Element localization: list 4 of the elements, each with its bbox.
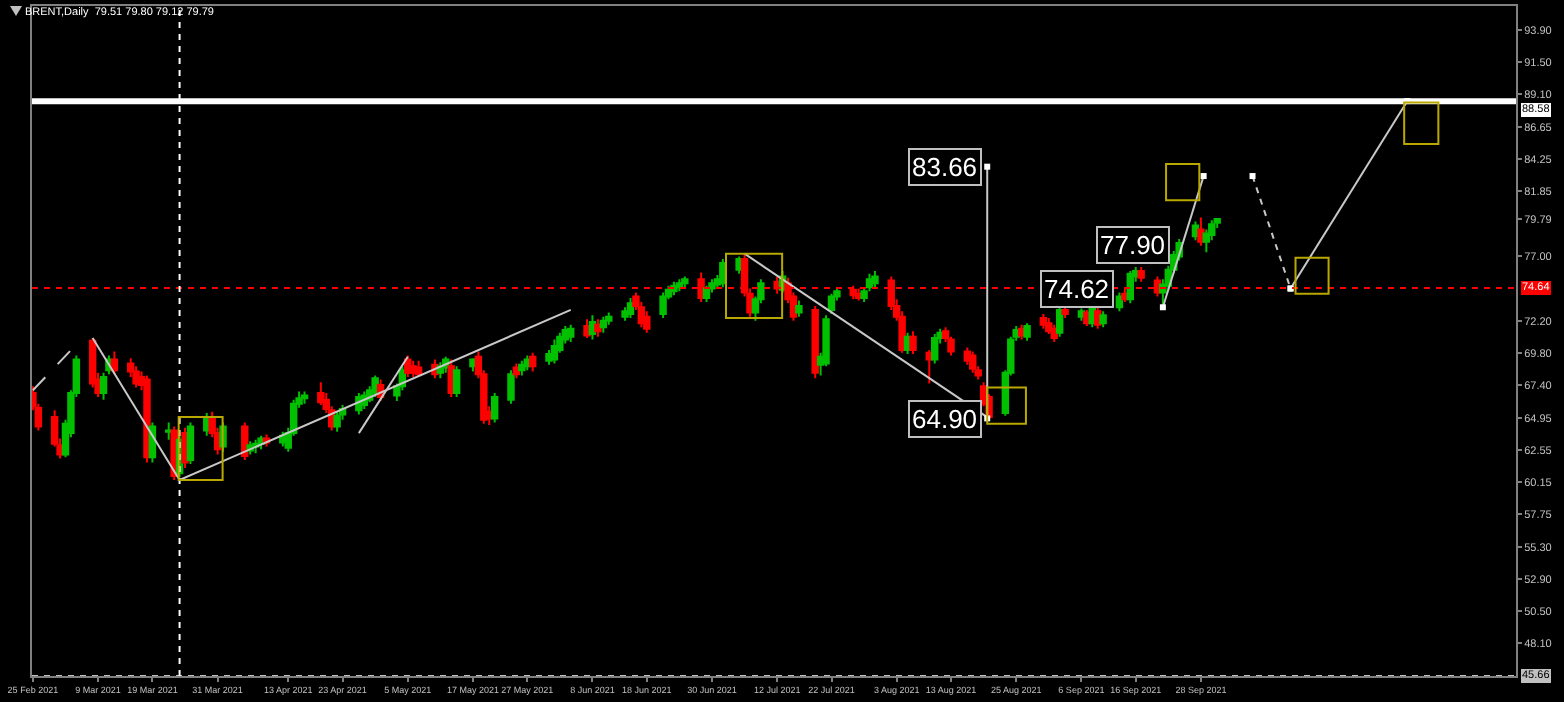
annotation: 77.90 bbox=[1100, 230, 1166, 260]
annotation: 83.66 bbox=[912, 152, 978, 182]
annotation: 74.62 bbox=[1044, 274, 1110, 304]
annotation: 64.90 bbox=[912, 404, 978, 434]
